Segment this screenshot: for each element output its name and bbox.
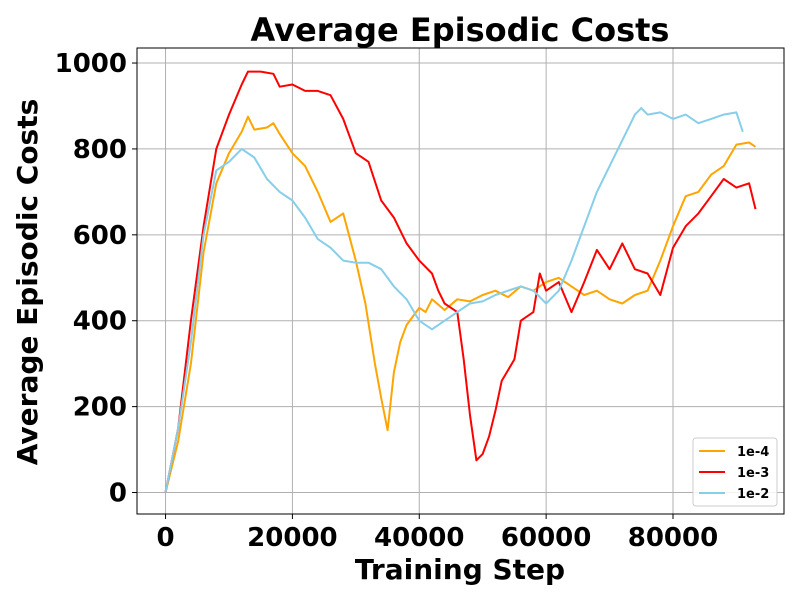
x-tick-label: 60000	[501, 523, 591, 553]
legend: 1e-4 1e-3 1e-2	[692, 437, 778, 507]
y-tick-label: 1000	[55, 49, 127, 79]
plot-frame	[136, 47, 785, 515]
series-line-3	[164, 107, 744, 493]
grid-lines	[137, 48, 784, 514]
x-tick-label: 80000	[628, 523, 718, 553]
x-tick-label: 40000	[374, 523, 464, 553]
y-axis-label: Average Episodic Costs	[11, 99, 44, 466]
x-axis-ticks: 0 20000 40000 60000 80000	[156, 514, 718, 553]
legend-label: 1e-4	[737, 445, 769, 460]
x-axis-label: Training Step	[355, 553, 565, 586]
legend-label: 1e-2	[737, 487, 769, 502]
legend-box	[692, 437, 778, 507]
y-tick-label: 400	[73, 307, 127, 337]
y-tick-label: 800	[73, 135, 127, 165]
series-line-2	[164, 70, 757, 493]
y-tick-label: 600	[73, 221, 127, 251]
y-axis-ticks: 0 200 400 600 800 1000	[55, 49, 137, 509]
x-tick-label: 0	[156, 523, 174, 553]
chart-title: Average Episodic Costs	[251, 11, 670, 49]
y-tick-label: 0	[109, 479, 127, 509]
x-tick-label: 20000	[247, 523, 337, 553]
series-line-1	[164, 115, 757, 493]
series-lines	[164, 70, 757, 493]
legend-label: 1e-3	[737, 466, 769, 481]
y-tick-label: 200	[73, 393, 127, 423]
